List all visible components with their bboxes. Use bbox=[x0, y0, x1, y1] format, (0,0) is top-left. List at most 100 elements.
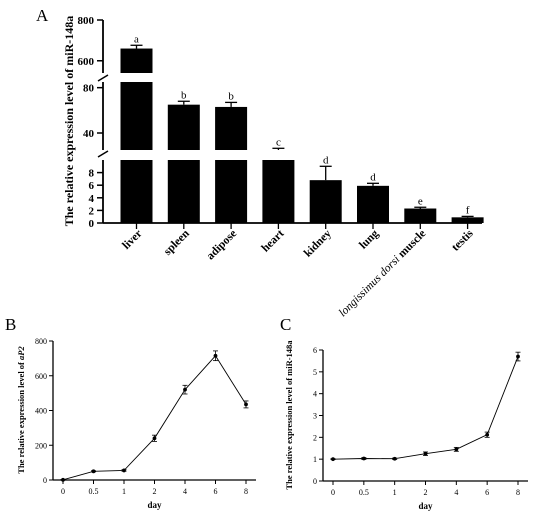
panel-c-line-chart: C 0 1 2 3 4 5 6 0 0.5 1 2 4 6 8 day The relative express… bbox=[280, 315, 528, 511]
y-tick-label: 0 bbox=[89, 218, 95, 230]
bar bbox=[120, 48, 153, 73]
x-axis-label: day bbox=[147, 500, 162, 510]
x-tick-label: 0 bbox=[331, 488, 335, 497]
bar bbox=[120, 82, 153, 150]
bar bbox=[167, 104, 200, 150]
y-tick-label: 5 bbox=[313, 368, 317, 377]
y-tick-label: 4 bbox=[313, 390, 317, 399]
bar-group-kidney: d kidney bbox=[302, 154, 342, 260]
data-point bbox=[183, 387, 187, 392]
y-tick-label: 40 bbox=[83, 128, 95, 140]
x-tick-label-rest: muscle bbox=[394, 228, 428, 262]
significance-letter: e bbox=[418, 195, 423, 207]
y-tick-label: 2 bbox=[89, 205, 95, 217]
data-point bbox=[485, 432, 490, 437]
x-tick-label: 0.5 bbox=[89, 487, 99, 496]
y-tick-label: 800 bbox=[78, 15, 95, 27]
data-point bbox=[61, 477, 65, 482]
x-tick-label: 1 bbox=[393, 488, 397, 497]
panel-label-a: A bbox=[36, 6, 49, 25]
bar bbox=[404, 208, 437, 223]
series-line bbox=[332, 356, 519, 460]
y-tick-label: 6 bbox=[313, 346, 317, 355]
series-line bbox=[62, 355, 247, 481]
x-tick-label: 1 bbox=[122, 487, 126, 496]
y-axis-label: The relative expression level of miR-148… bbox=[284, 340, 294, 490]
y-axis-label: The relative expression level of miR-148… bbox=[62, 16, 76, 227]
bar bbox=[215, 160, 248, 223]
x-tick-label: 2 bbox=[153, 487, 157, 496]
x-tick-label: 8 bbox=[516, 488, 520, 497]
axis-break-mark bbox=[97, 150, 109, 158]
y-tick-label: 800 bbox=[35, 337, 47, 346]
significance-letter: b bbox=[228, 90, 234, 102]
data-point bbox=[152, 436, 157, 441]
y-tick-label: 80 bbox=[83, 83, 95, 95]
significance-letter: d bbox=[370, 171, 376, 183]
y-tick-label: 600 bbox=[78, 56, 95, 68]
bar-group-lung: d lung bbox=[357, 171, 389, 252]
significance-letter: c bbox=[276, 136, 281, 148]
bar bbox=[309, 180, 342, 223]
data-point bbox=[361, 456, 366, 461]
y-tick-label: 6 bbox=[89, 180, 95, 192]
panel-b-line-chart: B 0 200 400 600 800 0 0.5 1 2 4 6 8 day The relative e… bbox=[5, 315, 256, 510]
y-tick-label: 3 bbox=[313, 412, 317, 421]
x-tick-label: lung bbox=[357, 227, 381, 251]
y-tick-label: 0 bbox=[313, 477, 317, 486]
bar-group-testis: f testis bbox=[450, 204, 484, 254]
bar bbox=[120, 160, 153, 223]
x-tick-label: 0 bbox=[61, 487, 65, 496]
x-tick-label: liver bbox=[120, 228, 144, 252]
y-tick-label: 1 bbox=[313, 455, 317, 464]
x-tick-label: 8 bbox=[244, 487, 248, 496]
bar bbox=[262, 160, 295, 223]
bar-group-heart: c heart bbox=[260, 136, 295, 255]
x-tick-label: 4 bbox=[454, 488, 458, 497]
data-point bbox=[331, 457, 335, 462]
x-tick-label-italic: longissimus dorsi bbox=[337, 254, 403, 320]
x-tick-label: 6 bbox=[485, 488, 489, 497]
x-axis-label: day bbox=[418, 501, 433, 511]
data-point bbox=[454, 447, 459, 452]
y-tick-label: 0 bbox=[43, 476, 47, 485]
x-tick-label: longissimus dorsi muscle bbox=[337, 228, 429, 320]
bar bbox=[357, 185, 389, 223]
x-tick-label: 0.5 bbox=[359, 488, 369, 497]
x-tick-label: testis bbox=[450, 227, 476, 253]
significance-letter: b bbox=[181, 89, 187, 101]
x-tick-label: 2 bbox=[424, 488, 428, 497]
data-point bbox=[392, 456, 397, 461]
bar bbox=[215, 106, 248, 150]
data-point bbox=[244, 402, 248, 407]
panel-label-c: C bbox=[280, 315, 291, 334]
bar-group-adipose: b adipose bbox=[205, 90, 248, 262]
data-point bbox=[423, 451, 428, 456]
data-point bbox=[91, 469, 96, 474]
y-tick-label: 4 bbox=[89, 193, 95, 205]
x-tick-label: 4 bbox=[183, 487, 187, 496]
bar bbox=[451, 217, 484, 223]
y-axis-label-italic: aP2 bbox=[16, 346, 26, 360]
significance-letter: a bbox=[134, 33, 139, 45]
y-tick-label: 200 bbox=[35, 441, 47, 450]
bar bbox=[167, 160, 200, 223]
x-tick-label: kidney bbox=[302, 227, 334, 259]
data-point bbox=[122, 468, 126, 473]
y-tick-label: 2 bbox=[313, 433, 317, 442]
significance-letter: f bbox=[466, 204, 470, 216]
significance-letter: d bbox=[323, 154, 329, 166]
bar-group-spleen: b spleen bbox=[162, 89, 200, 258]
x-tick-label: 6 bbox=[214, 487, 218, 496]
y-axis-label-text: The relative expression level of bbox=[16, 360, 26, 474]
data-point bbox=[213, 353, 218, 358]
y-tick-label: 600 bbox=[35, 372, 47, 381]
y-tick-label: 400 bbox=[35, 407, 47, 416]
panel-label-b: B bbox=[5, 315, 16, 334]
x-tick-label: spleen bbox=[162, 227, 193, 258]
data-point bbox=[516, 354, 520, 359]
y-tick-label: 8 bbox=[89, 168, 95, 180]
x-tick-label: heart bbox=[260, 228, 287, 255]
bar-group-liver: a liver bbox=[120, 33, 153, 252]
